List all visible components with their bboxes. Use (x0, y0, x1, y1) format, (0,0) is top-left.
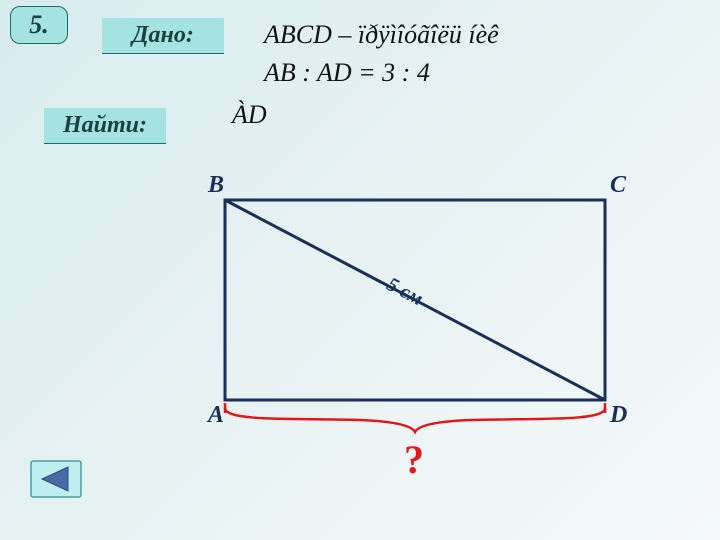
geometry-figure (0, 0, 720, 540)
vertex-a: A (208, 402, 224, 429)
vertex-b: B (208, 172, 224, 199)
back-button[interactable] (30, 460, 82, 498)
back-button-bg (30, 460, 82, 498)
vertex-d: D (610, 402, 627, 429)
question-mark: ? (404, 436, 424, 483)
brace-ad (225, 408, 605, 432)
vertex-c: C (610, 172, 626, 199)
